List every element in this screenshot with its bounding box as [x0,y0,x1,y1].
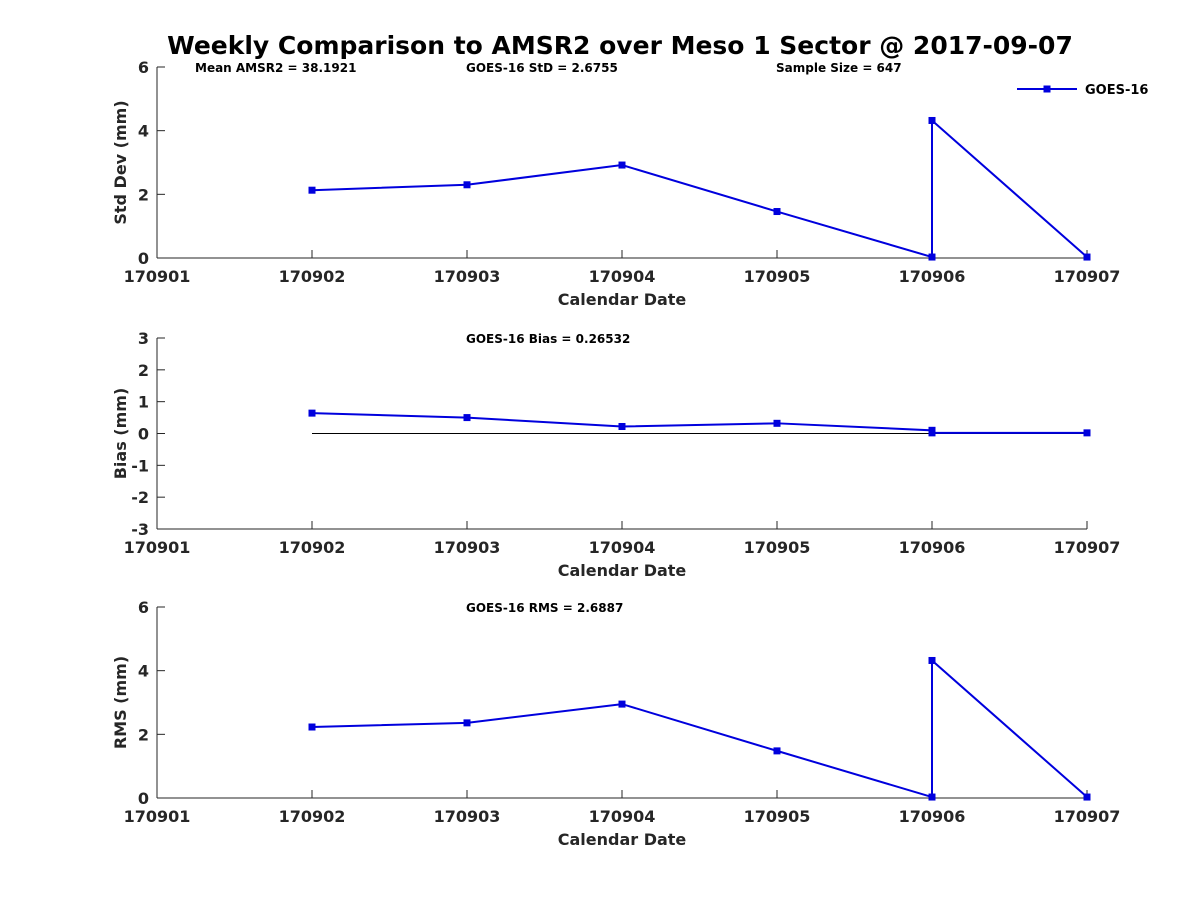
y-axis-label: Std Dev (mm) [111,100,130,224]
x-tick-label: 170902 [279,807,346,826]
y-axis-label: Bias (mm) [111,388,130,480]
data-point [1083,793,1091,801]
legend-marker [1043,85,1051,93]
data-point [928,116,936,124]
x-tick-label: 170901 [124,807,191,826]
data-point [618,422,626,430]
y-tick-label: -2 [131,488,149,507]
data-point [463,719,471,727]
x-tick-label: 170907 [1054,807,1121,826]
y-tick-label: 0 [138,789,149,808]
chart-panel-3: 0 2 4 6 170901 170902 170903 170904 170905 170906… [111,598,1120,849]
x-tick-label: 170904 [589,267,656,286]
series-line-goes-16 [311,118,1088,259]
x-tick-label: 170906 [899,807,966,826]
stat-annotation: Mean AMSR2 = 38.1921 [195,61,356,75]
y-axis-label: RMS (mm) [111,656,130,749]
x-tick-label: 170905 [744,538,811,557]
y-tick-label: 2 [138,725,149,744]
data-point [308,723,316,731]
x-tick-label: 170904 [589,538,656,557]
stat-annotation: GOES-16 Bias = 0.26532 [466,332,630,346]
y-tick-label: 6 [138,58,149,77]
legend: GOES-16 [1017,83,1148,98]
y-tick-label: 1 [138,393,149,412]
figure-title: Weekly Comparison to AMSR2 over Meso 1 S… [167,31,1073,60]
data-point [928,793,936,801]
data-point [463,181,471,189]
data-point [773,419,781,427]
x-tick-label: 170905 [744,267,811,286]
x-tick-label: 170902 [279,267,346,286]
stat-annotation: GOES-16 StD = 2.6755 [466,61,618,75]
x-tick-label: 170906 [899,538,966,557]
data-point [1083,253,1091,261]
x-tick-label: 170903 [434,267,501,286]
stat-annotation: Sample Size = 647 [776,61,902,75]
data-point [773,747,781,755]
y-tick-label: 4 [138,122,149,141]
x-tick-label: 170903 [434,807,501,826]
data-point [618,161,626,169]
x-tick-label: 170905 [744,807,811,826]
panels: 0 2 4 6 170901 170902 170903 170904 170905 170906… [111,58,1148,849]
y-tick-label: 0 [138,249,149,268]
data-point [928,656,936,664]
y-tick-label: 2 [138,361,149,380]
y-tick-label: 2 [138,185,149,204]
stat-annotation: GOES-16 RMS = 2.6887 [466,601,623,615]
data-point [308,186,316,194]
chart-panel-1: 0 2 4 6 170901 170902 170903 170904 170905 170906… [111,58,1148,309]
y-tick-label: -3 [131,520,149,539]
data-point [773,208,781,216]
x-axis-label: Calendar Date [558,290,687,309]
y-tick-label: 6 [138,598,149,617]
x-axis-label: Calendar Date [558,830,687,849]
series-line-goes-16 [311,412,1087,434]
data-point [308,409,316,417]
y-tick-label: -1 [131,456,149,475]
x-axis-label: Calendar Date [558,561,687,580]
x-tick-label: 170907 [1054,267,1121,286]
x-tick-label: 170903 [434,538,501,557]
data-point [463,414,471,422]
data-point [928,429,936,437]
y-tick-label: 0 [138,425,149,444]
data-point [928,253,936,261]
data-point [618,700,626,708]
y-tick-label: 3 [138,329,149,348]
y-tick-label: 4 [138,662,149,681]
x-tick-label: 170901 [124,267,191,286]
data-point [1083,429,1091,437]
series-line-goes-16 [311,658,1088,799]
x-tick-label: 170901 [124,538,191,557]
x-tick-label: 170902 [279,538,346,557]
x-tick-label: 170906 [899,267,966,286]
x-tick-label: 170904 [589,807,656,826]
x-tick-label: 170907 [1054,538,1121,557]
legend-label: GOES-16 [1085,83,1148,98]
chart-panel-2: -3 -2 -1 0 1 2 3 170901 170902 170903 170904 170905… [111,329,1120,580]
